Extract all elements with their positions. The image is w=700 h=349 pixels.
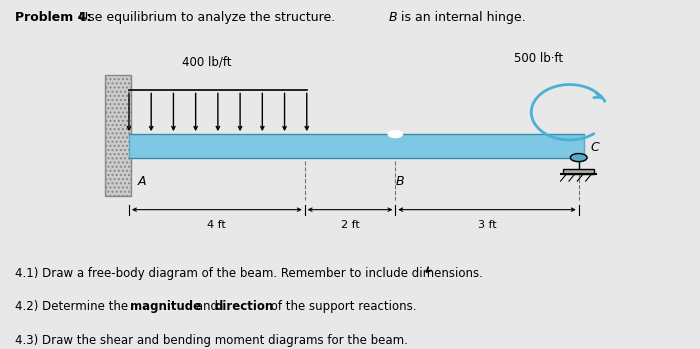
Text: is an internal hinge.: is an internal hinge. (397, 12, 525, 24)
Bar (129, 134, 584, 158)
Text: 2 ft: 2 ft (341, 220, 359, 230)
Text: direction: direction (215, 300, 274, 313)
Text: 400 lb/ft: 400 lb/ft (182, 55, 232, 68)
Text: 4.1) Draw a free-body diagram of the beam. Remember to include dimensions.: 4.1) Draw a free-body diagram of the bea… (15, 267, 483, 280)
Text: magnitude: magnitude (130, 300, 202, 313)
Text: 4.2) Determine the: 4.2) Determine the (15, 300, 132, 313)
Text: 3 ft: 3 ft (477, 220, 496, 230)
Bar (104, 75, 131, 196)
Text: 4 ft: 4 ft (207, 220, 226, 230)
Bar (104, 75, 131, 196)
Text: Problem 4:: Problem 4: (15, 12, 92, 24)
Circle shape (389, 131, 402, 138)
Bar (564, 169, 594, 174)
Text: and: and (193, 300, 222, 313)
Circle shape (570, 154, 587, 162)
Text: 500 lb·ft: 500 lb·ft (514, 52, 563, 65)
Text: B: B (395, 174, 404, 188)
Text: Use equilibrium to analyze the structure.: Use equilibrium to analyze the structure… (75, 12, 339, 24)
Text: A: A (137, 174, 146, 188)
Text: B: B (389, 12, 397, 24)
Text: of the support reactions.: of the support reactions. (267, 300, 416, 313)
Text: C: C (591, 141, 599, 154)
Text: 4.3) Draw the shear and bending moment diagrams for the beam.: 4.3) Draw the shear and bending moment d… (15, 334, 408, 347)
